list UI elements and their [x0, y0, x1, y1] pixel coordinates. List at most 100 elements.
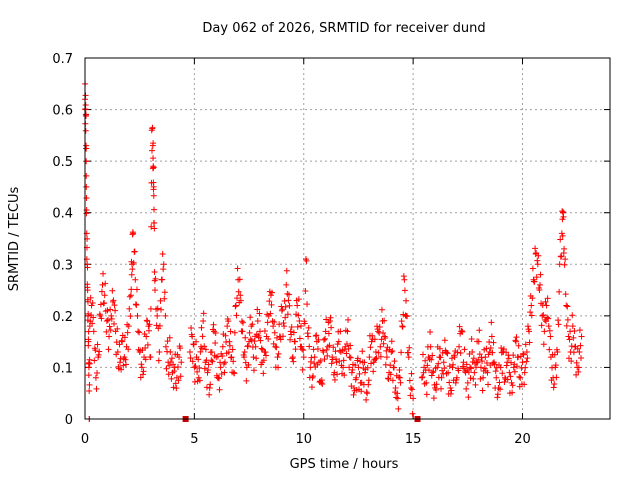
data-point: [290, 329, 297, 336]
data-point: [313, 332, 320, 339]
data-point: [390, 364, 397, 371]
data-point: [569, 323, 576, 330]
data-point: [499, 370, 506, 377]
data-point: [133, 301, 140, 308]
data-point: [178, 359, 185, 366]
data-point: [187, 348, 193, 355]
data-point: [111, 302, 118, 309]
data-point: [109, 298, 116, 305]
data-point: [160, 261, 167, 268]
data-point: [253, 355, 260, 362]
y-tick-label: 0.2: [52, 310, 73, 325]
data-point: [575, 368, 582, 375]
y-axis-title: SRMTID / TECUs: [7, 187, 22, 292]
data-point: [523, 348, 530, 355]
data-point: [463, 385, 470, 392]
data-point: [126, 293, 133, 300]
data-point: [319, 381, 326, 388]
data-point: [367, 344, 374, 351]
data-point: [150, 183, 157, 190]
data-point: [336, 358, 343, 365]
data-point: [86, 360, 93, 367]
data-point: [271, 319, 278, 326]
data-point: [164, 338, 171, 345]
data-point: [202, 346, 209, 353]
data-point: [83, 145, 90, 152]
data-point: [320, 336, 327, 343]
data-point: [103, 328, 110, 335]
data-point: [150, 155, 157, 162]
data-point: [170, 384, 177, 391]
data-point: [566, 336, 573, 343]
data-point: [441, 337, 448, 344]
data-point: [546, 327, 553, 334]
data-point: [261, 327, 268, 334]
data-point: [289, 354, 296, 361]
data-point: [497, 386, 504, 393]
data-point: [249, 321, 256, 328]
data-point: [346, 364, 353, 371]
data-point: [107, 306, 114, 313]
data-point: [332, 348, 339, 355]
data-point: [86, 388, 93, 395]
data-point: [463, 361, 470, 368]
data-point: [168, 355, 175, 362]
data-point: [246, 329, 253, 336]
data-point: [244, 343, 251, 350]
data-point: [515, 342, 522, 349]
data-point: [237, 292, 244, 299]
data-point: [270, 323, 277, 330]
data-point: [204, 369, 211, 376]
data-point: [488, 319, 495, 326]
data-point: [230, 358, 237, 365]
data-point: [219, 343, 226, 350]
data-point: [191, 364, 198, 371]
data-point: [150, 140, 157, 147]
data-point: [560, 213, 567, 220]
data-point: [210, 321, 217, 328]
data-point: [301, 320, 308, 327]
data-point: [212, 329, 219, 336]
data-point: [151, 268, 158, 275]
data-point: [409, 386, 416, 393]
data-point: [256, 310, 263, 317]
data-point: [162, 312, 169, 319]
data-point: [369, 332, 376, 339]
data-point: [159, 276, 166, 283]
data-point: [93, 385, 100, 392]
data-point: [271, 329, 278, 336]
data-point: [423, 391, 430, 398]
data-point: [401, 276, 408, 283]
data-point: [281, 298, 288, 305]
data-point: [406, 344, 413, 351]
data-point: [311, 354, 318, 361]
data-point: [82, 101, 89, 108]
data-point: [381, 317, 388, 324]
data-point: [283, 281, 290, 288]
data-point: [294, 323, 301, 330]
data-point: [403, 297, 410, 304]
data-point: [159, 251, 166, 258]
y-tick-label: 0.7: [52, 52, 73, 67]
data-point: [545, 323, 552, 330]
data-point: [399, 323, 406, 330]
data-point: [483, 360, 490, 367]
data-point: [132, 301, 139, 308]
data-point: [505, 355, 512, 362]
data-point: [176, 354, 183, 361]
data-point: [509, 382, 516, 389]
data-point: [239, 328, 246, 335]
data-point: [122, 356, 129, 363]
data-point: [287, 336, 294, 343]
data-point: [469, 348, 476, 355]
data-point: [189, 358, 196, 365]
data-point: [86, 359, 93, 366]
data-point: [503, 349, 510, 356]
data-point: [243, 377, 250, 384]
data-point: [428, 372, 435, 379]
data-point: [380, 330, 387, 337]
data-point: [573, 359, 580, 366]
data-point: [237, 297, 244, 304]
data-point: [189, 333, 196, 340]
data-point: [527, 309, 534, 316]
